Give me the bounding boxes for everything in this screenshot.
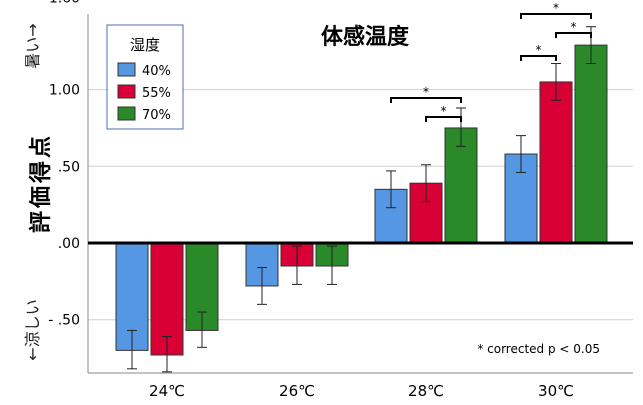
legend-label: 55%: [142, 86, 171, 101]
significance-bracket: [520, 13, 592, 19]
significance-marker: *: [423, 85, 429, 99]
bar-55%: [539, 81, 573, 244]
significance-marker: *: [571, 20, 577, 34]
bar-70%: [574, 44, 608, 244]
y-tick-label: 1.00: [49, 83, 80, 99]
y-top-label: 暑い→: [23, 23, 42, 68]
y-tick-label: .00: [58, 236, 80, 252]
legend-swatch: [117, 106, 136, 121]
significance-marker: *: [553, 1, 559, 15]
y-tick-label: 1.60: [49, 0, 80, 7]
x-tick-label: 26℃: [279, 382, 315, 400]
x-tick-label: 28℃: [408, 382, 444, 400]
legend: 湿度 40% 55% 70%: [106, 24, 184, 130]
x-tick-label: 24℃: [149, 382, 185, 400]
legend-label: 70%: [142, 108, 171, 123]
significance-bracket: [390, 97, 462, 103]
significance-marker: *: [441, 104, 447, 118]
y-axis-label: 評価得点: [28, 133, 54, 233]
chart-title: 体感温度: [321, 24, 410, 50]
y-tick-label: - .50: [48, 313, 80, 329]
significance-bracket: [520, 55, 557, 61]
legend-swatch: [117, 62, 136, 77]
significance-bracket: [555, 32, 592, 38]
legend-label: 40%: [142, 64, 171, 79]
significance-bracket: [425, 116, 462, 122]
x-tick-label: 30℃: [538, 382, 574, 400]
y-bottom-label: ←涼しい: [23, 299, 42, 360]
y-tick-label: .50: [58, 159, 80, 175]
significance-marker: *: [536, 43, 542, 57]
legend-swatch: [117, 84, 136, 99]
significance-note: * corrected p < 0.05: [477, 342, 600, 356]
legend-title: 湿度: [130, 36, 160, 54]
